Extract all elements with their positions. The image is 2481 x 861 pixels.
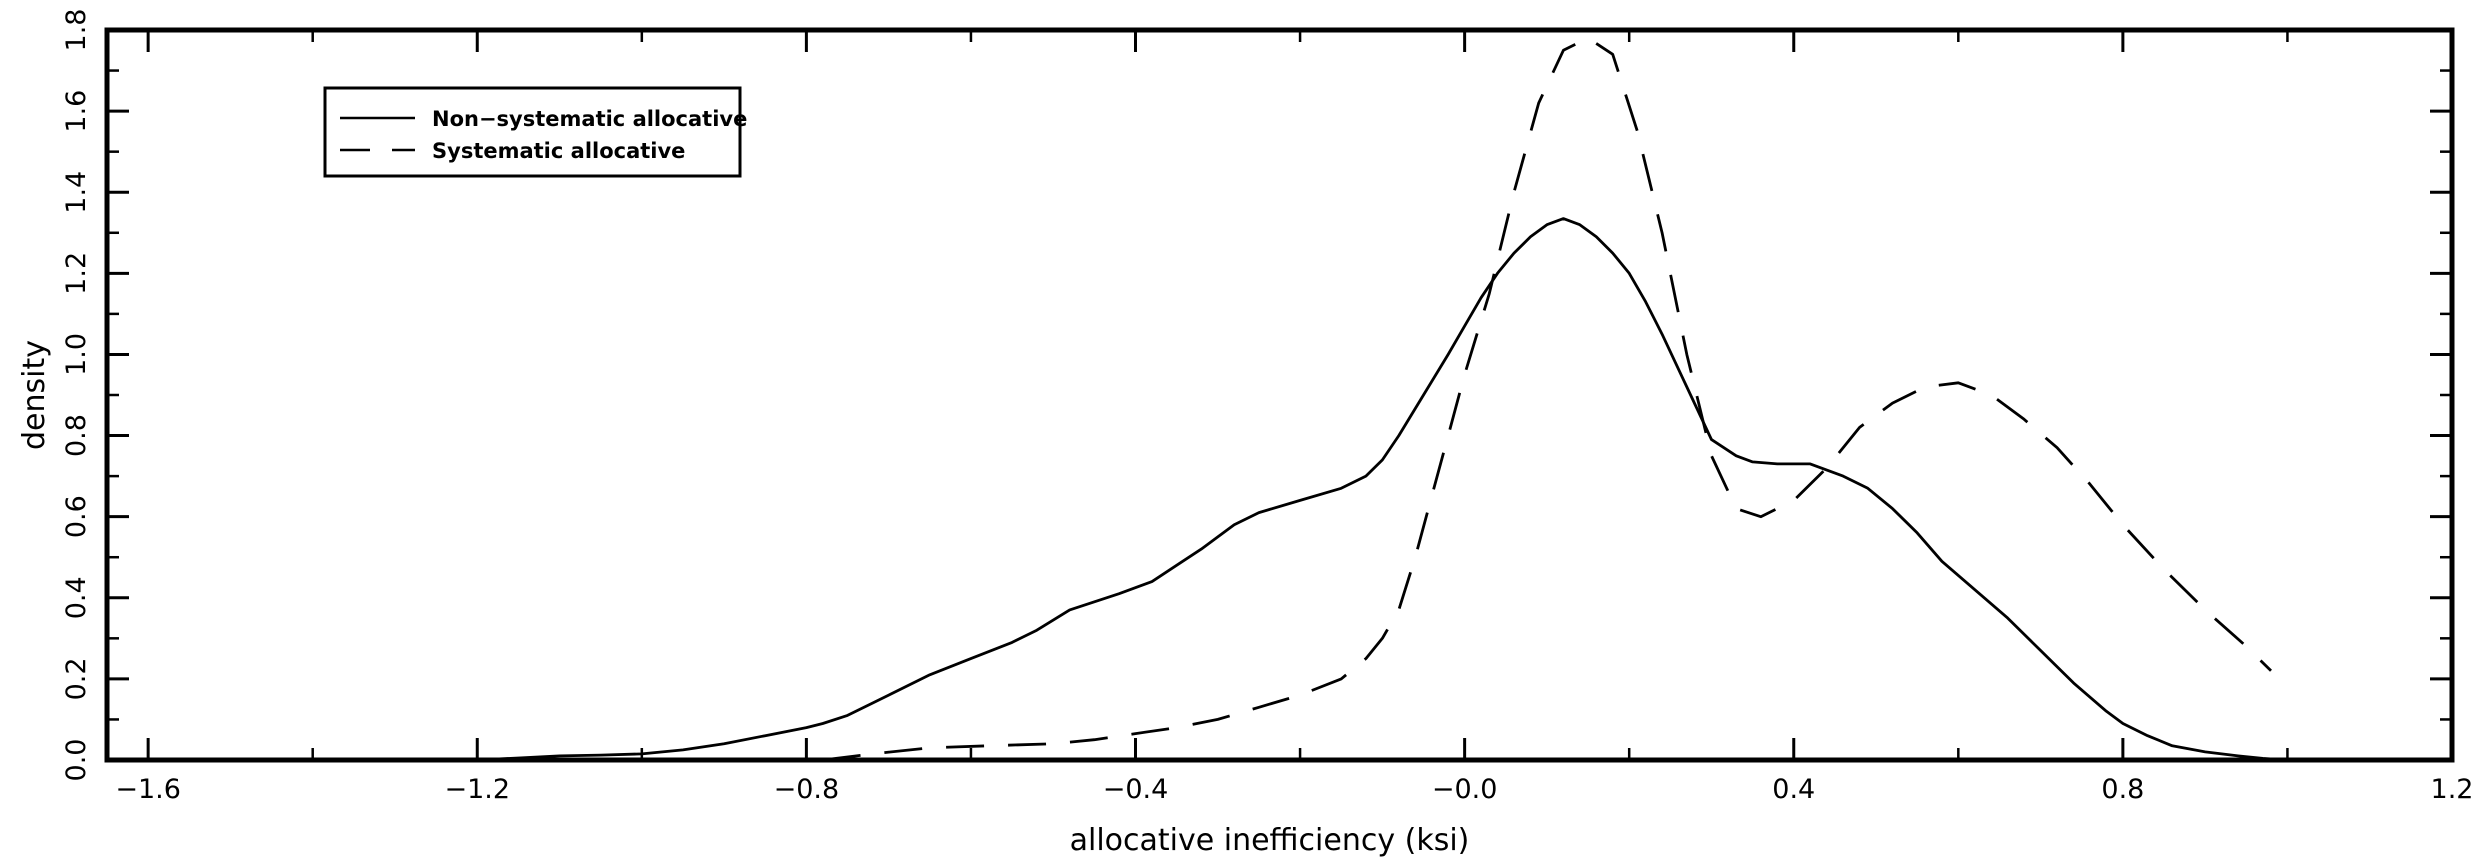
x-tick-label: 1.2 xyxy=(2431,774,2474,805)
legend-label-non-systematic: Non−systematic allocative xyxy=(432,107,747,131)
y-tick-label: 0.2 xyxy=(61,657,92,700)
x-tick-label: −1.6 xyxy=(115,774,181,805)
y-tick-labels: 0.0 0.2 0.4 0.6 0.8 1.0 1.2 1.4 1.6 1.8 xyxy=(61,9,92,782)
x-axis-title: allocative inefficiency (ksi) xyxy=(1070,823,1470,858)
x-tick-label: 0.4 xyxy=(1772,774,1815,805)
x-tick-label: −1.2 xyxy=(444,774,510,805)
y-tick-label: 1.4 xyxy=(61,171,92,214)
y-tick-label: 1.8 xyxy=(61,9,92,52)
series-line-systematic xyxy=(822,36,2272,762)
y-tick-label: 0.6 xyxy=(61,495,92,538)
x-tick-label: −0.8 xyxy=(774,774,840,805)
y-tick-label: 1.0 xyxy=(61,333,92,376)
y-tick-label: 0.8 xyxy=(61,414,92,457)
x-tick-label: −0.0 xyxy=(1432,774,1498,805)
y-axis-title: density xyxy=(17,340,52,450)
legend: Non−systematic allocative Systematic all… xyxy=(323,86,747,178)
legend-box xyxy=(323,86,742,178)
plot-frame xyxy=(104,27,2455,763)
y-tick-label: 0.4 xyxy=(61,576,92,619)
x-tick-label: 0.8 xyxy=(2101,774,2144,805)
x-tick-label: −0.4 xyxy=(1103,774,1169,805)
x-tick-labels: −1.6 −1.2 −0.8 −0.4 −0.0 0.4 0.8 1.2 xyxy=(115,774,2473,805)
y-tick-label: 1.2 xyxy=(61,252,92,295)
series-line-non-systematic xyxy=(477,217,2288,762)
y-tick-label: 0.0 xyxy=(61,739,92,782)
series-lines xyxy=(477,36,2288,762)
y-tick-label: 1.6 xyxy=(61,90,92,133)
legend-label-systematic: Systematic allocative xyxy=(432,139,685,163)
